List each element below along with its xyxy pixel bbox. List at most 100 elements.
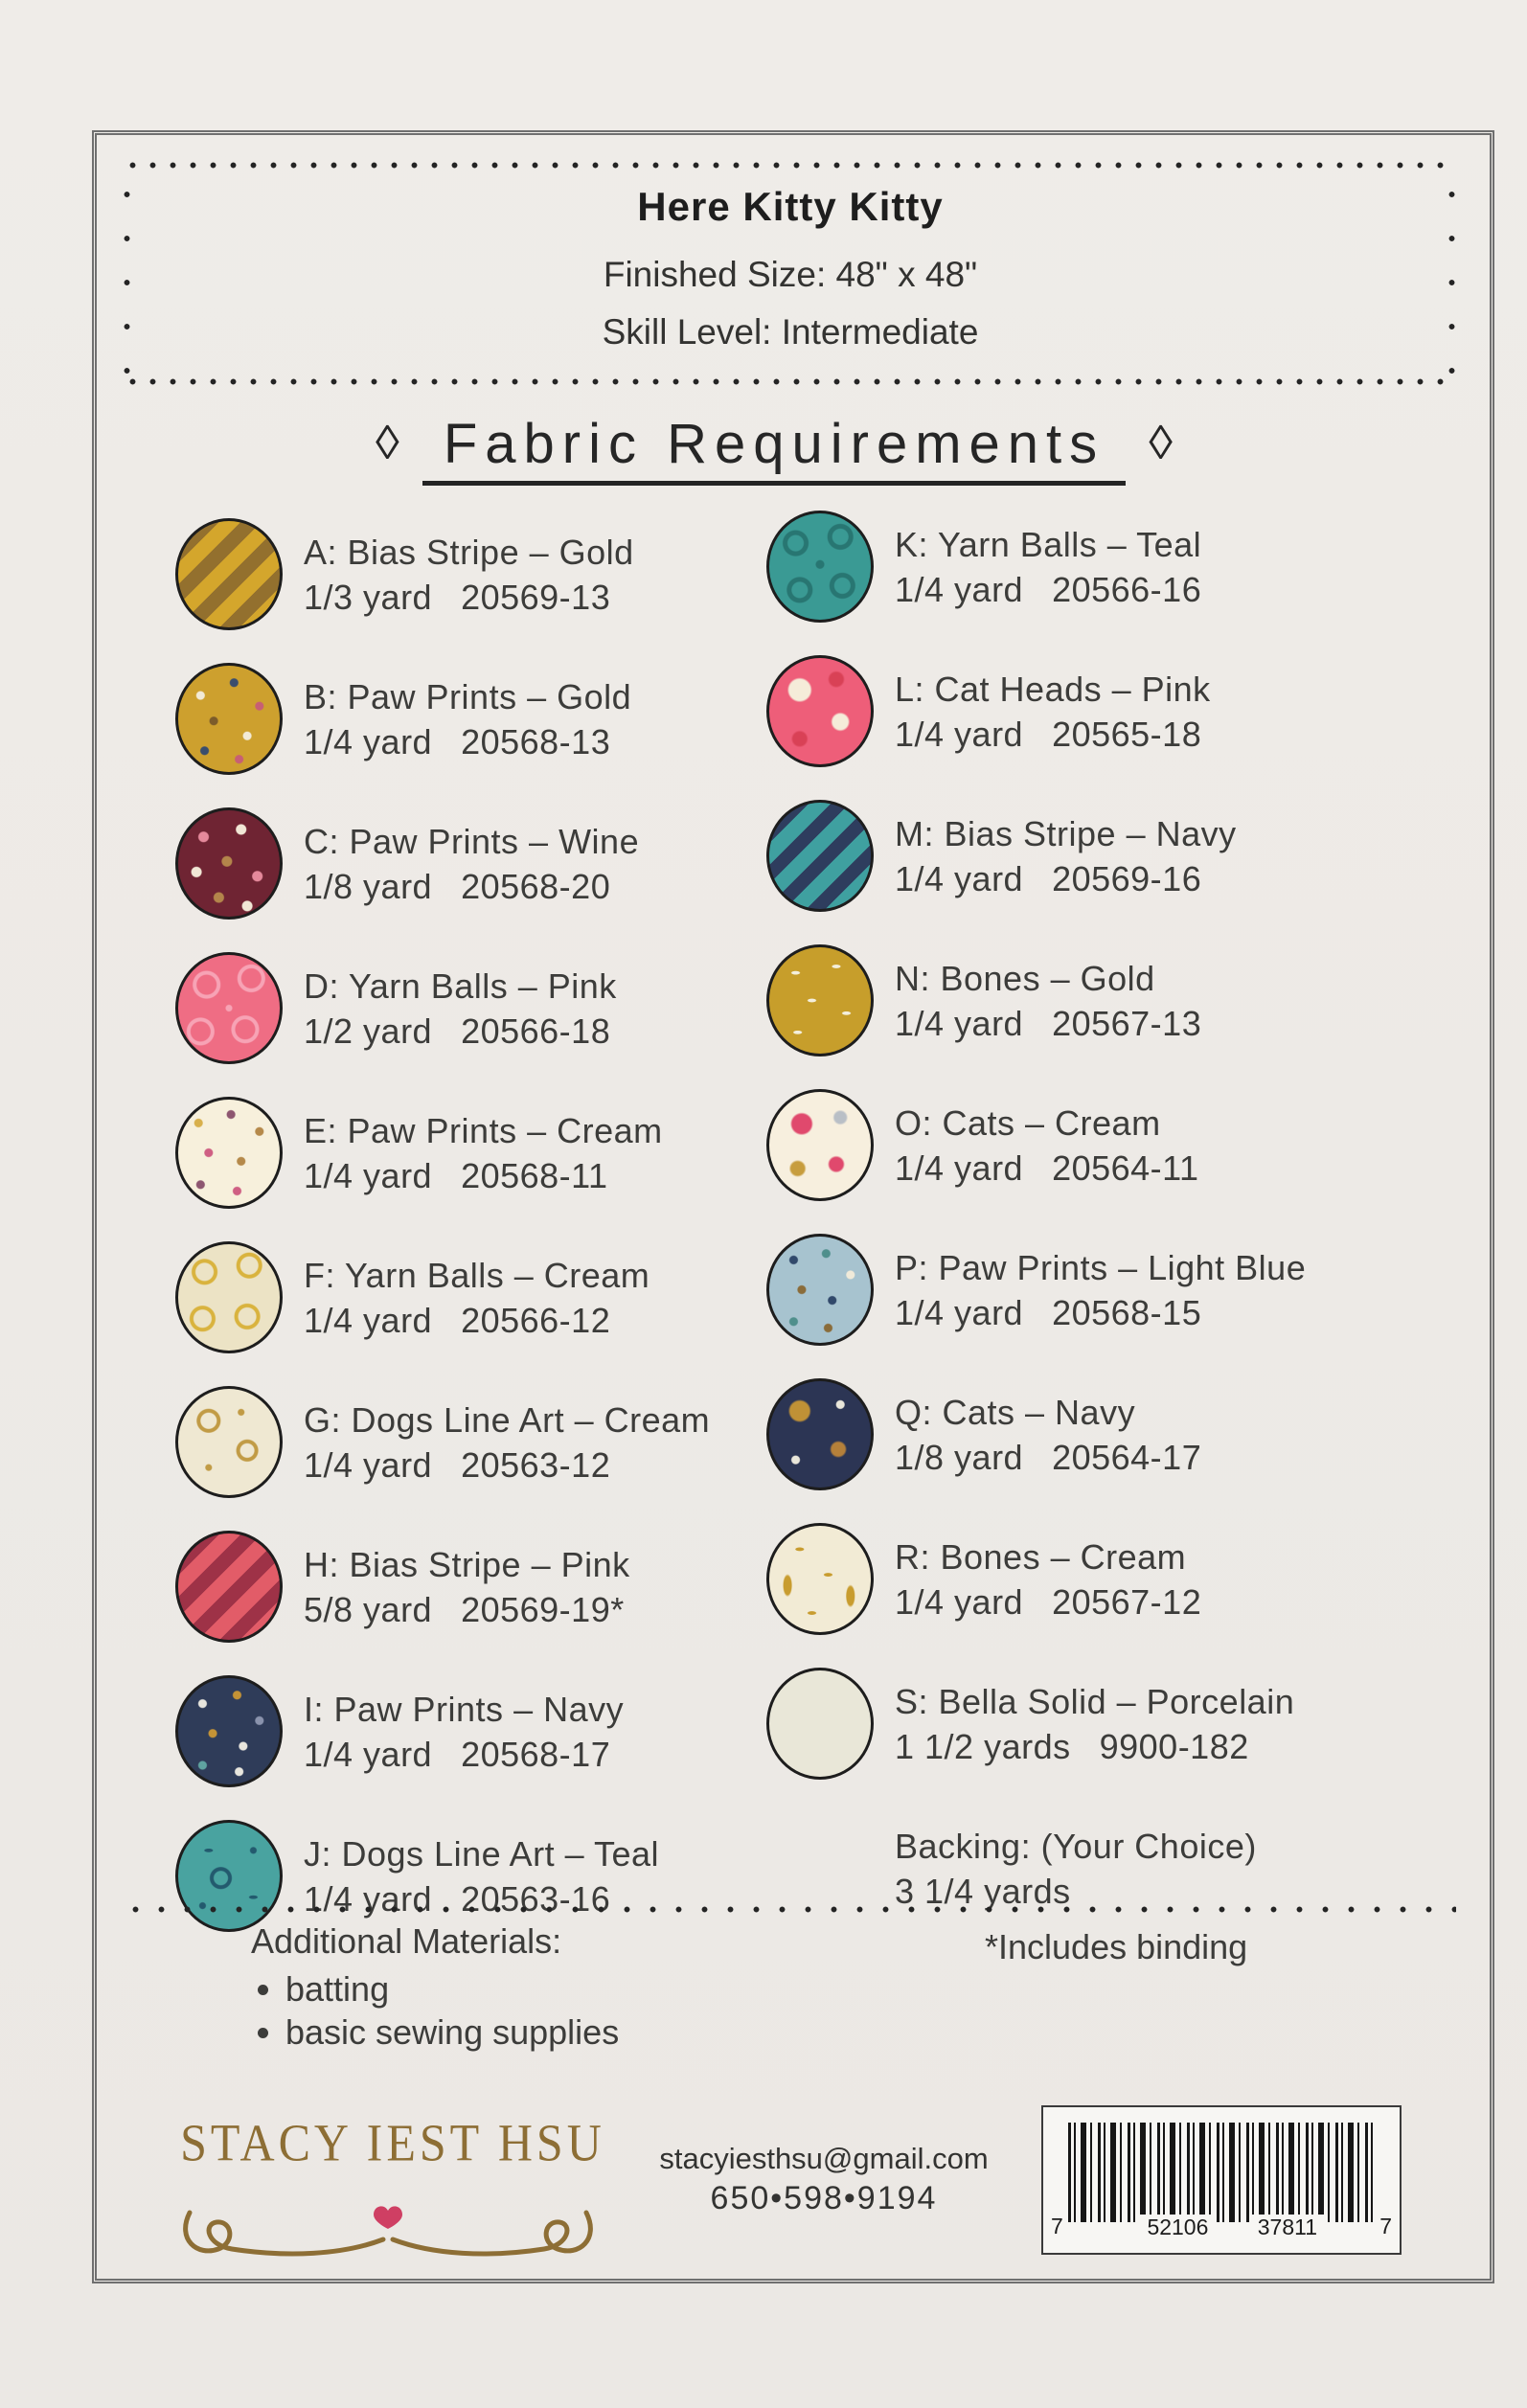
fabric-row: B: Paw Prints – Gold 1/4 yard 20568-13 [175, 647, 769, 791]
fabric-text: A: Bias Stripe – Gold 1/3 yard 20569-13 [304, 530, 634, 620]
fabric-text: B: Paw Prints – Gold 1/4 yard 20568-13 [304, 674, 631, 764]
fabric-code: 20566-12 [461, 1300, 611, 1340]
fabric-name: H: Bias Stripe – Pink [304, 1544, 630, 1584]
fabric-code: 20568-15 [1052, 1292, 1202, 1332]
page-frame-border [92, 130, 1494, 2283]
list-item: basic sewing supplies [285, 2010, 619, 2054]
contact-block: stacyiesthsu@gmail.com 650•598•9194 [604, 2138, 1044, 2217]
fabric-yardage: 1/3 yard 20569-13 [304, 575, 634, 620]
fabric-text: M: Bias Stripe – Navy 1/4 yard 20569-16 [895, 811, 1237, 901]
fabric-yardage: 1/4 yard 20568-15 [895, 1290, 1306, 1335]
fabric-swatch [175, 952, 283, 1064]
fabric-yards: 1/8 yard [304, 866, 433, 906]
fabric-yards: 1/4 yard [895, 858, 1024, 898]
fabric-yardage: 1/8 yard 20568-20 [304, 864, 639, 909]
fabric-yardage: 1/4 yard 20567-12 [895, 1579, 1201, 1624]
fabric-row: K: Yarn Balls – Teal 1/4 yard 20566-16 [766, 494, 1460, 639]
fabric-swatch [175, 1386, 283, 1498]
finished-size: Finished Size: 48" x 48" [603, 255, 978, 294]
fabric-swatch [175, 807, 283, 920]
fabric-text: G: Dogs Line Art – Cream 1/4 yard 20563-1… [304, 1397, 710, 1488]
fabric-code: 20567-13 [1052, 1003, 1202, 1043]
barcode-digits: 52106 [1139, 2215, 1217, 2239]
upc-barcode: 7 52106 37811 7 [1041, 2105, 1402, 2255]
fabric-text: J: Dogs Line Art – Teal 1/4 yard 20563-16 [304, 1831, 659, 1921]
fabric-text: S: Bella Solid – Porcelain 1 1/2 yards 99… [895, 1679, 1294, 1769]
fabric-column-right: K: Yarn Balls – Teal 1/4 yard 20566-16 L:… [766, 494, 1460, 1941]
fabric-row: Q: Cats – Navy 1/8 yard 20564-17 [766, 1362, 1460, 1507]
fabric-row: O: Cats – Cream 1/4 yard 20564-11 [766, 1073, 1460, 1217]
fabric-yardage: 3 1/4 yards [895, 1869, 1257, 1914]
fabric-requirements-label: Fabric Requirements [422, 413, 1127, 486]
fabric-swatch [175, 1241, 283, 1353]
fabric-row: C: Paw Prints – Wine 1/8 yard 20568-20 [175, 791, 769, 936]
section-divider-dots [123, 1905, 1456, 1914]
fabric-text: R: Bones – Cream 1/4 yard 20567-12 [895, 1534, 1201, 1624]
barcode-digit: 7 [1051, 2214, 1063, 2238]
fabric-code: 20563-12 [461, 1444, 611, 1485]
fabric-row: F: Yarn Balls – Cream 1/4 yard 20566-12 [175, 1225, 769, 1370]
fabric-name: F: Yarn Balls – Cream [304, 1255, 650, 1295]
fabric-text: F: Yarn Balls – Cream 1/4 yard 20566-12 [304, 1253, 650, 1343]
fabric-row: M: Bias Stripe – Navy 1/4 yard 20569-16 [766, 784, 1460, 928]
fabric-yardage: 1/4 yard 20566-12 [304, 1298, 650, 1343]
fabric-row: N: Bones – Gold 1/4 yard 20567-13 [766, 928, 1460, 1073]
fabric-row: L: Cat Heads – Pink 1/4 yard 20565-18 [766, 639, 1460, 784]
fabric-yardage: 1/4 yard 20564-11 [895, 1146, 1199, 1191]
phone-text: 650•598•9194 [710, 2180, 938, 2216]
fabric-name: J: Dogs Line Art – Teal [304, 1833, 660, 1874]
fabric-row: E: Paw Prints – Cream 1/4 yard 20568-11 [175, 1080, 769, 1225]
fabric-code: 20569-19* [461, 1589, 625, 1629]
fabric-code: 20564-11 [1052, 1147, 1199, 1188]
fabric-yardage: 1/4 yard 20563-16 [304, 1876, 659, 1921]
fabric-text: H: Bias Stripe – Pink 5/8 yard 20569-19* [304, 1542, 630, 1632]
fabric-swatch [175, 1531, 283, 1643]
fabric-text: Backing: (Your Choice) 3 1/4 yards [895, 1824, 1257, 1914]
fabric-row: I: Paw Prints – Navy 1/4 yard 20568-17 [175, 1659, 769, 1804]
fabric-name: D: Yarn Balls – Pink [304, 965, 617, 1006]
fabric-row: H: Bias Stripe – Pink 5/8 yard 20569-19* [175, 1514, 769, 1659]
heart-icon [374, 2206, 402, 2229]
fabric-yardage: 1/4 yard 20567-13 [895, 1001, 1201, 1046]
fabric-yardage: 1/2 yard 20566-18 [304, 1009, 617, 1054]
fabric-name: P: Paw Prints – Light Blue [895, 1247, 1307, 1287]
includes-binding-note: *Includes binding [985, 1927, 1248, 1966]
page-title: Here Kitty Kitty [637, 184, 944, 229]
diamond-icon: ◊ [1149, 416, 1173, 469]
fabric-code: 20569-13 [461, 577, 611, 617]
fabric-text: N: Bones – Gold 1/4 yard 20567-13 [895, 956, 1201, 1046]
fabric-yardage: 1/8 yard 20564-17 [895, 1435, 1201, 1480]
fabric-text: P: Paw Prints – Light Blue 1/4 yard 20568… [895, 1245, 1306, 1335]
fabric-yardage: 5/8 yard 20569-19* [304, 1587, 630, 1632]
fabric-swatch [766, 655, 874, 767]
fabric-yards: 1/4 yard [304, 721, 433, 761]
fabric-name: K: Yarn Balls – Teal [895, 524, 1202, 564]
fabric-column-left: A: Bias Stripe – Gold 1/3 yard 20569-13 B… [175, 502, 769, 1948]
flourish-ornament [183, 2206, 593, 2257]
fabric-swatch [766, 1089, 874, 1201]
fabric-yardage: 1/4 yard 20566-16 [895, 567, 1201, 612]
fabric-row: Backing: (Your Choice) 3 1/4 yards [766, 1796, 1460, 1941]
fabric-name: Q: Cats – Navy [895, 1392, 1136, 1432]
fabric-code: 20568-20 [461, 866, 611, 906]
fabric-name: B: Paw Prints – Gold [304, 676, 632, 716]
email-text: stacyiesthsu@gmail.com [659, 2142, 989, 2175]
fabric-text: C: Paw Prints – Wine 1/8 yard 20568-20 [304, 819, 639, 909]
skill-level: Skill Level: Intermediate [602, 312, 979, 352]
fabric-row: P: Paw Prints – Light Blue 1/4 yard 20568… [766, 1217, 1460, 1362]
fabric-name: L: Cat Heads – Pink [895, 669, 1211, 709]
fabric-requirements-title: ◊ Fabric Requirements ◊ [92, 412, 1456, 486]
fabric-text: I: Paw Prints – Navy 1/4 yard 20568-17 [304, 1687, 624, 1777]
fabric-name: N: Bones – Gold [895, 958, 1155, 998]
fabric-row: A: Bias Stripe – Gold 1/3 yard 20569-13 [175, 502, 769, 647]
fabric-code: 20568-11 [461, 1155, 608, 1195]
fabric-row: D: Yarn Balls – Pink 1/2 yard 20566-18 [175, 936, 769, 1080]
fabric-text: E: Paw Prints – Cream 1/4 yard 20568-11 [304, 1108, 663, 1198]
fabric-yards: 1/4 yard [895, 1292, 1024, 1332]
barcode-digit: 7 [1379, 2214, 1392, 2238]
fabric-yards: 5/8 yard [304, 1589, 433, 1629]
header-box-dots-left [123, 172, 131, 377]
fabric-name: I: Paw Prints – Navy [304, 1689, 625, 1729]
fabric-swatch [175, 663, 283, 775]
